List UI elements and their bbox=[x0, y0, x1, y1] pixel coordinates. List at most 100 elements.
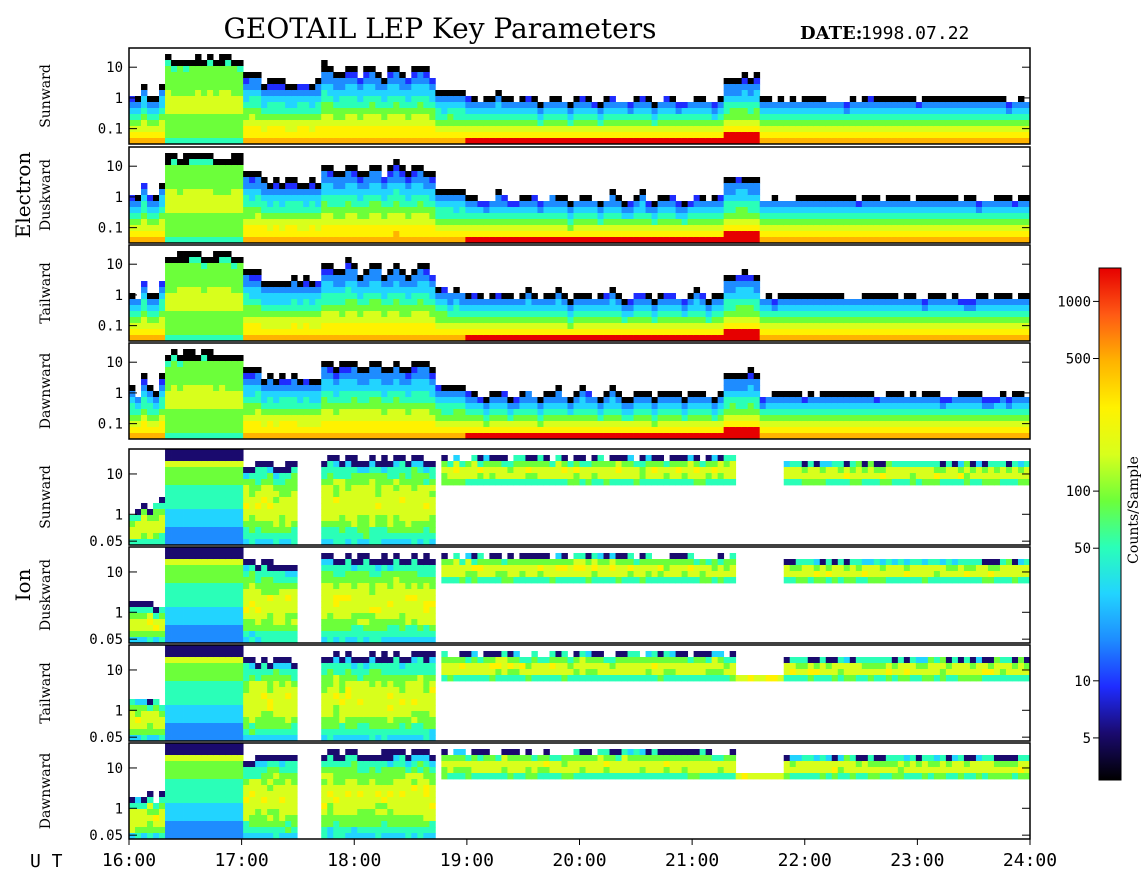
spectrogram-cell bbox=[513, 415, 520, 422]
spectrogram-cell bbox=[975, 225, 983, 232]
spectrogram-cell bbox=[165, 305, 172, 312]
spectrogram-cell bbox=[915, 138, 923, 145]
spectrogram-cell bbox=[561, 335, 568, 342]
spectrogram-cell bbox=[393, 391, 400, 398]
spectrogram-cell bbox=[987, 132, 995, 139]
spectrogram-cell bbox=[249, 385, 256, 392]
spectrogram-cell bbox=[537, 201, 544, 208]
spectrogram-cell bbox=[171, 60, 178, 67]
spectrogram-cell bbox=[543, 323, 550, 330]
spectrogram-cell bbox=[465, 231, 472, 238]
spectrogram-cell bbox=[741, 183, 749, 190]
spectrogram-cell bbox=[765, 96, 773, 103]
spectrogram-cell bbox=[279, 120, 286, 127]
spectrogram-cell bbox=[267, 225, 274, 232]
spectrogram-cell bbox=[1011, 114, 1019, 121]
spectrogram-cell bbox=[255, 409, 262, 416]
spectrogram-cell bbox=[249, 189, 256, 196]
spectrogram-cell bbox=[291, 231, 298, 238]
spectrogram-cell bbox=[159, 317, 166, 324]
spectrogram-cell bbox=[903, 132, 911, 139]
spectrogram-cell bbox=[333, 96, 340, 103]
spectrogram-cell bbox=[441, 287, 448, 294]
spectrogram-cell bbox=[855, 138, 863, 145]
spectrogram-cell bbox=[171, 323, 178, 330]
spectrogram-cell bbox=[387, 90, 394, 97]
spectrogram-cell bbox=[753, 138, 761, 145]
spectrogram-cell bbox=[243, 171, 250, 178]
spectrogram-cell bbox=[351, 183, 358, 190]
spectrogram-cell bbox=[579, 335, 586, 342]
spectrogram-cell bbox=[315, 335, 322, 342]
spectrogram-cell bbox=[699, 335, 707, 342]
spectrogram-cell bbox=[411, 102, 418, 109]
spectrogram-cell bbox=[519, 409, 526, 416]
spectrogram-cell bbox=[837, 305, 845, 312]
spectrogram-cell bbox=[885, 219, 893, 226]
spectrogram-cell bbox=[585, 120, 592, 127]
spectrogram-cell bbox=[207, 367, 214, 374]
spectrogram-cell bbox=[201, 108, 208, 115]
spectrogram-cell bbox=[171, 403, 178, 410]
spectrogram-cell bbox=[891, 96, 899, 103]
spectrogram-cell bbox=[783, 299, 791, 306]
spectrogram-cell bbox=[567, 207, 574, 214]
spectrogram-cell bbox=[927, 195, 935, 202]
spectrogram-cell bbox=[423, 72, 430, 79]
spectrogram-cell bbox=[237, 361, 244, 368]
spectrogram-cell bbox=[579, 317, 586, 324]
spectrogram-cell bbox=[663, 293, 670, 300]
spectrogram-cell bbox=[885, 311, 893, 318]
spectrogram-cell bbox=[501, 335, 508, 342]
spectrogram-cell bbox=[909, 317, 917, 324]
spectrogram-cell bbox=[201, 269, 208, 276]
spectrogram-cell bbox=[381, 78, 388, 85]
spectrogram-cell bbox=[255, 427, 262, 434]
spectrogram-cell bbox=[237, 263, 244, 270]
spectrogram-cell bbox=[1017, 114, 1025, 121]
spectrogram-cell bbox=[849, 237, 857, 244]
spectrogram-cell bbox=[165, 108, 172, 115]
spectrogram-cell bbox=[183, 231, 190, 238]
spectrogram-cell bbox=[321, 90, 328, 97]
spectrogram-cell bbox=[993, 114, 1001, 121]
spectrogram-cell bbox=[897, 311, 905, 318]
spectrogram-cell bbox=[363, 96, 370, 103]
spectrogram-cell bbox=[195, 225, 202, 232]
spectrogram-cell bbox=[525, 293, 532, 300]
spectrogram-cell bbox=[957, 132, 965, 139]
spectrogram-cell bbox=[405, 102, 412, 109]
spectrogram-cell bbox=[255, 317, 262, 324]
spectrogram-cell bbox=[555, 213, 562, 220]
spectrogram-cell bbox=[321, 120, 328, 127]
spectrogram-cell bbox=[705, 305, 713, 312]
spectrogram-cell bbox=[381, 189, 388, 196]
spectrogram-cell bbox=[471, 219, 478, 226]
spectrogram-cell bbox=[915, 311, 923, 318]
spectrogram-cell bbox=[417, 108, 424, 115]
spectrogram-cell bbox=[225, 293, 232, 300]
spectrogram-cell bbox=[633, 102, 640, 109]
spectrogram-cell bbox=[249, 299, 256, 306]
spectrogram-cell bbox=[279, 78, 286, 85]
spectrogram-cell bbox=[369, 287, 376, 294]
spectrogram-cell bbox=[411, 391, 418, 398]
spectrogram-cell bbox=[213, 433, 220, 440]
spectrogram-cell bbox=[237, 84, 244, 91]
spectrogram-cell bbox=[909, 323, 917, 330]
spectrogram-cell bbox=[783, 219, 791, 226]
spectrogram-cell bbox=[309, 433, 316, 440]
spectrogram-cell bbox=[327, 379, 334, 386]
spectrogram-cell bbox=[495, 335, 502, 342]
spectrogram-cell bbox=[183, 108, 190, 115]
spectrogram-cell bbox=[153, 213, 160, 220]
spectrogram-cell bbox=[753, 299, 761, 306]
spectrogram-cell bbox=[375, 311, 382, 318]
spectrogram-cell bbox=[807, 201, 815, 208]
spectrogram-cell bbox=[411, 126, 418, 133]
spectrogram-cell bbox=[453, 96, 460, 103]
spectrogram-cell bbox=[495, 415, 502, 422]
spectrogram-cell bbox=[471, 102, 478, 109]
spectrogram-cell bbox=[285, 132, 292, 139]
spectrogram-cell bbox=[507, 225, 514, 232]
